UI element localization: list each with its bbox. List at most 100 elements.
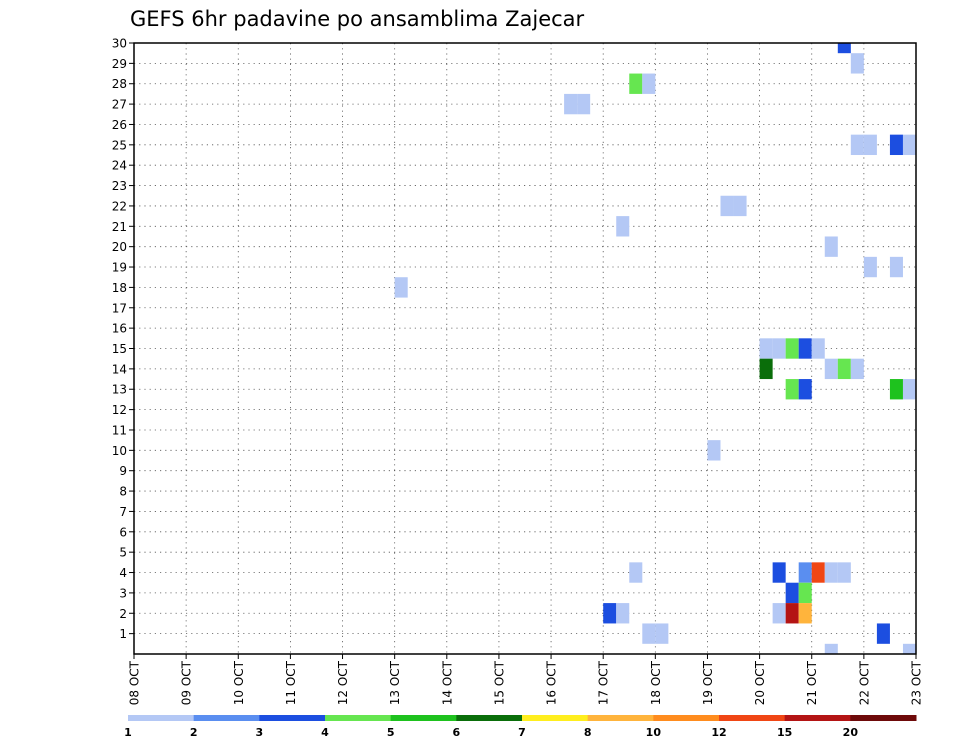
precip-cell [824, 236, 838, 257]
y-tick-label: 3 [119, 586, 127, 600]
x-tick-label: 16 OCT [545, 660, 559, 705]
precip-cell [394, 277, 408, 298]
x-tick-label: 10 OCT [232, 660, 246, 705]
precip-cell [798, 603, 812, 624]
precip-cell [850, 53, 864, 74]
precip-cell [642, 73, 656, 94]
precip-cell [798, 582, 812, 604]
precip-cell [889, 256, 903, 278]
y-tick-label: 22 [112, 199, 127, 213]
x-tick-label: 08 OCT [128, 660, 142, 705]
legend-label: 20 [843, 726, 859, 739]
precip-cell [577, 93, 591, 115]
y-tick-label: 2 [119, 607, 127, 621]
y-tick-label: 29 [112, 57, 127, 71]
y-tick-label: 28 [112, 77, 127, 91]
precip-cell [837, 43, 851, 54]
legend-swatch [259, 715, 326, 721]
precip-cell [616, 603, 630, 624]
legend-label: 3 [256, 726, 264, 739]
precip-cell [902, 643, 916, 654]
precip-cell [889, 134, 903, 156]
precip-cell [798, 338, 812, 359]
precip-cell [798, 379, 812, 400]
legend-swatch [784, 715, 851, 721]
y-tick-label: 24 [112, 159, 127, 173]
precip-cell [759, 338, 773, 359]
legend-swatch [719, 715, 786, 721]
y-tick-label: 18 [112, 281, 127, 295]
precip-cell [629, 73, 643, 94]
x-tick-label: 19 OCT [701, 660, 715, 705]
legend-swatch [850, 715, 917, 721]
y-tick-label: 15 [112, 342, 127, 356]
y-tick-label: 13 [112, 383, 127, 397]
grid-lines [134, 43, 916, 654]
x-axis-ticks: 08 OCT 09 OCT 10 OCT 11 OCT 12 OCT 13 OCT 14 O… [128, 654, 924, 705]
precip-cell [655, 623, 669, 644]
precip-cell [811, 562, 825, 583]
x-tick-label: 15 OCT [492, 660, 506, 705]
x-tick-label: 09 OCT [180, 660, 194, 705]
precip-cell [850, 358, 864, 380]
legend-swatch [193, 715, 260, 721]
precip-cell [616, 216, 630, 237]
legend-label: 12 [711, 726, 726, 739]
y-tick-label: 9 [119, 464, 127, 478]
legend-swatch [587, 715, 654, 721]
legend-swatch [325, 715, 392, 721]
x-tick-label: 12 OCT [336, 660, 350, 705]
precip-cell [785, 603, 799, 624]
y-tick-label: 21 [112, 220, 127, 234]
precip-cell [876, 623, 890, 644]
y-axis-ticks: 1234567891011121314151617181920212223242… [112, 37, 134, 641]
x-tick-label: 22 OCT [857, 660, 871, 705]
y-tick-label: 1 [119, 627, 127, 641]
y-tick-label: 4 [119, 566, 127, 580]
precip-cell [733, 195, 747, 217]
precip-cell [629, 562, 643, 583]
y-tick-label: 14 [112, 362, 127, 376]
precip-cells [394, 43, 916, 654]
x-tick-label: 23 OCT [910, 660, 924, 705]
y-tick-label: 20 [112, 240, 127, 254]
legend-label: 1 [124, 726, 132, 739]
precip-cell [824, 358, 838, 380]
x-tick-label: 14 OCT [440, 660, 454, 705]
x-tick-label: 18 OCT [649, 660, 663, 705]
y-tick-label: 5 [119, 546, 127, 560]
precip-cell [642, 623, 656, 644]
precip-cell [603, 603, 617, 624]
precip-cell [785, 582, 799, 604]
x-tick-label: 17 OCT [597, 660, 611, 705]
legend-label: 5 [387, 726, 395, 739]
legend-swatch [456, 715, 523, 721]
legend-label: 15 [777, 726, 792, 739]
precip-cell [772, 603, 786, 624]
precip-cell [759, 358, 773, 380]
y-tick-label: 26 [112, 118, 127, 132]
y-tick-label: 19 [112, 261, 127, 275]
y-tick-label: 27 [112, 98, 127, 112]
precip-cell [863, 134, 877, 156]
x-tick-label: 11 OCT [284, 660, 298, 705]
precip-cell [785, 338, 799, 359]
precip-cell [824, 643, 838, 654]
y-tick-label: 16 [112, 322, 127, 336]
color-legend: 1 2 3 4 5 6 7 8 10 12 15 20 [124, 715, 917, 739]
y-tick-label: 17 [112, 301, 127, 315]
x-tick-label: 21 OCT [805, 660, 819, 705]
y-tick-label: 10 [112, 444, 127, 458]
legend-label: 10 [646, 726, 662, 739]
precip-cell [889, 379, 903, 400]
chart-title: GEFS 6hr padavine po ansamblima Zajecar [130, 7, 585, 31]
precip-cell [811, 338, 825, 359]
precip-cell [850, 134, 864, 156]
precip-cell [824, 562, 838, 583]
y-tick-label: 8 [119, 485, 127, 499]
legend-label: 4 [321, 726, 329, 739]
y-tick-label: 30 [112, 37, 127, 51]
legend-label: 8 [584, 726, 592, 739]
